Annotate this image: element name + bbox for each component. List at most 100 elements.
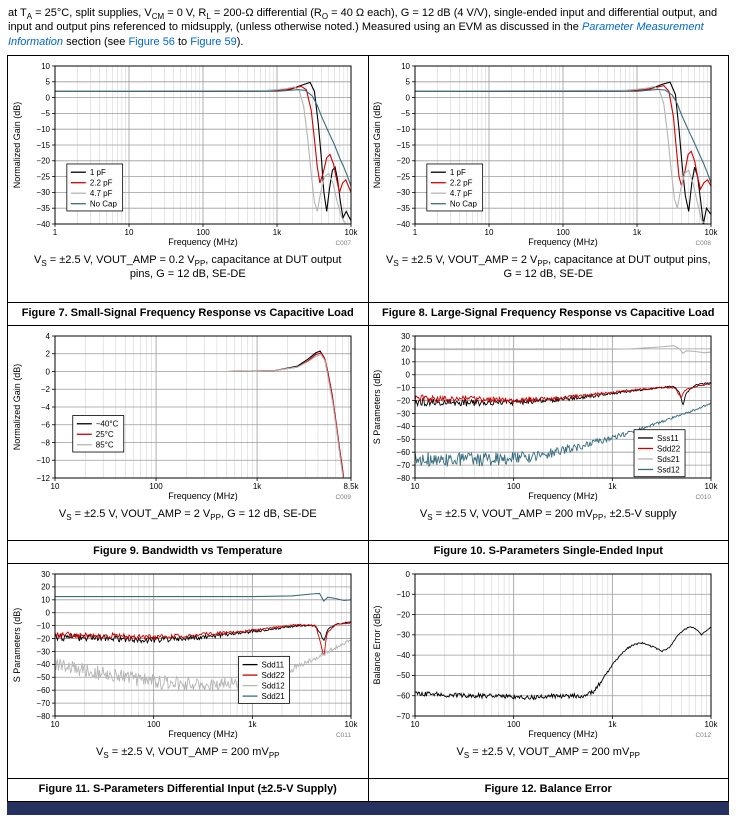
svg-text:10: 10 — [401, 62, 410, 71]
intro-text-run: ). — [236, 35, 244, 48]
svg-text:Sss11: Sss11 — [657, 434, 679, 443]
chart-series — [54, 81, 351, 224]
svg-text:−10: −10 — [36, 456, 50, 465]
svg-text:1k: 1k — [633, 228, 642, 237]
svg-text:−40: −40 — [36, 220, 50, 229]
intro-link[interactable]: Parameter Measurement Information — [8, 21, 704, 48]
intro-paragraph: at TA = 25°C, split supplies, VCM = 0 V,… — [8, 6, 728, 49]
svg-text:2: 2 — [45, 349, 50, 358]
svg-text:30: 30 — [401, 332, 410, 341]
svg-text:10: 10 — [411, 482, 420, 491]
svg-text:0: 0 — [45, 367, 50, 376]
svg-text:Sdd22: Sdd22 — [657, 444, 681, 453]
svg-text:100: 100 — [196, 228, 210, 237]
svg-text:Frequency (MHz): Frequency (MHz) — [528, 491, 598, 501]
svg-text:−10: −10 — [36, 621, 50, 630]
svg-text:No Cap: No Cap — [90, 199, 118, 208]
svg-text:Balance Error (dBc): Balance Error (dBc) — [372, 605, 382, 684]
chart-svg: 1 10 100 1k 10k −40 −35 −30 −25 −20 −15 −10 −5 0 5 10 Fr… — [372, 62, 718, 247]
intro-text-run: to — [174, 35, 191, 48]
figure-cell-12: 10 100 1k 10k −70 −60 −50 −40 −30 −20 −10 0 Frequenc… — [368, 563, 729, 802]
svg-text:−5: −5 — [41, 109, 51, 118]
chart-svg: 10 100 1k 10k −80 −70 −60 −50 −40 −30 −20 −10 0 10 20 3… — [372, 332, 718, 501]
svg-text:20: 20 — [401, 345, 410, 354]
chart-conditions: VS = ±2.5 V, VOUT_AMP = 200 mVPP — [96, 745, 280, 761]
svg-text:100: 100 — [507, 482, 521, 491]
svg-text:C008: C008 — [696, 240, 712, 247]
figure-title: Figure 8. Large-Signal Frequency Respons… — [381, 307, 715, 320]
svg-text:10: 10 — [50, 482, 59, 491]
figure-title: Figure 9. Bandwidth vs Temperature — [93, 545, 283, 558]
svg-text:No Cap: No Cap — [450, 199, 478, 208]
svg-text:−80: −80 — [397, 474, 411, 483]
svg-text:C011: C011 — [336, 732, 351, 739]
chart-series — [54, 350, 345, 478]
plot-zone: 10 100 1k 10k −80 −70 −60 −50 −40 −30 −20 −10 0 10 20 3… — [368, 326, 728, 542]
svg-text:10k: 10k — [344, 228, 358, 237]
figure-cell-7: 1 10 100 1k 10k −40 −35 −30 −25 −20 −15 −10 −5 0 5 10 Fr… — [8, 55, 369, 326]
svg-text:Ssd12: Ssd12 — [657, 465, 680, 474]
svg-text:100: 100 — [147, 720, 161, 729]
svg-text:C010: C010 — [696, 494, 712, 501]
svg-text:8.5k: 8.5k — [343, 482, 359, 491]
svg-text:−6: −6 — [41, 420, 51, 429]
svg-text:1: 1 — [413, 228, 418, 237]
svg-text:10k: 10k — [705, 720, 719, 729]
svg-text:−20: −20 — [36, 634, 50, 643]
svg-text:1: 1 — [53, 228, 58, 237]
chart-svg: 10 100 1k 8.5k −12 −10 −8 −6 −4 −2 0 2 4 Frequency (M… — [12, 332, 360, 501]
svg-text:−10: −10 — [397, 383, 411, 392]
svg-text:−30: −30 — [397, 188, 411, 197]
chart-svg: 10 100 1k 10k −70 −60 −50 −40 −30 −20 −10 0 Frequenc… — [372, 570, 719, 739]
svg-text:5: 5 — [45, 77, 50, 86]
svg-text:4.7 pF: 4.7 pF — [450, 189, 473, 198]
chart-canvas: 1 10 100 1k 10k −40 −35 −30 −25 −20 −15 −10 −5 0 5 10 Fr… — [371, 58, 725, 254]
footer-bar — [7, 802, 729, 815]
intro-text-run: section (see — [63, 35, 129, 48]
plot-zone: 1 10 100 1k 10k −40 −35 −30 −25 −20 −15 −10 −5 0 5 10 Fr… — [8, 56, 368, 304]
svg-text:0: 0 — [406, 370, 411, 379]
svg-text:Frequency (MHz): Frequency (MHz) — [168, 729, 238, 739]
intro-link[interactable]: Figure 59 — [190, 35, 237, 48]
svg-text:1k: 1k — [608, 482, 617, 491]
svg-text:Frequency (MHz): Frequency (MHz) — [168, 237, 238, 247]
svg-text:−40: −40 — [36, 660, 50, 669]
figure-cell-10: 10 100 1k 10k −80 −70 −60 −50 −40 −30 −20 −10 0 10 20 3… — [368, 325, 729, 564]
svg-text:100: 100 — [507, 720, 521, 729]
svg-text:−15: −15 — [36, 141, 50, 150]
svg-text:−80: −80 — [36, 712, 50, 721]
figure-cell-9: 10 100 1k 8.5k −12 −10 −8 −6 −4 −2 0 2 4 Frequency (M… — [8, 325, 369, 564]
plot-zone: 10 100 1k 10k −70 −60 −50 −40 −30 −20 −10 0 Frequenc… — [368, 564, 728, 780]
svg-text:Frequency (MHz): Frequency (MHz) — [528, 237, 598, 247]
svg-text:10k: 10k — [344, 720, 358, 729]
svg-text:0: 0 — [45, 608, 50, 617]
svg-text:−10: −10 — [397, 590, 411, 599]
svg-text:−60: −60 — [397, 691, 411, 700]
svg-text:Sdd11: Sdd11 — [261, 660, 284, 669]
chart-series — [415, 626, 712, 701]
svg-text:10: 10 — [485, 228, 494, 237]
chart-canvas: 10 100 1k 10k −70 −60 −50 −40 −30 −20 −10 0 Frequenc… — [371, 566, 725, 746]
figure-title: Figure 7. Small-Signal Frequency Respons… — [21, 307, 354, 320]
chart-canvas: 10 100 1k 10k −80 −70 −60 −50 −40 −30 −20 −10 0 10 20 3… — [11, 566, 365, 746]
chart-svg: 1 10 100 1k 10k −40 −35 −30 −25 −20 −15 −10 −5 0 5 10 Fr… — [12, 62, 358, 247]
svg-text:−70: −70 — [36, 699, 50, 708]
svg-text:100: 100 — [149, 482, 163, 491]
figure-title: Figure 10. S-Parameters Single-Ended Inp… — [433, 545, 663, 558]
svg-text:1 pF: 1 pF — [90, 168, 106, 177]
svg-text:5: 5 — [406, 77, 411, 86]
intro-link[interactable]: Figure 56 — [128, 35, 175, 48]
svg-text:−70: −70 — [397, 461, 411, 470]
svg-text:1k: 1k — [608, 720, 617, 729]
chart-canvas: 1 10 100 1k 10k −40 −35 −30 −25 −20 −15 −10 −5 0 5 10 Fr… — [11, 58, 365, 254]
svg-text:Normalized Gain (dB): Normalized Gain (dB) — [12, 102, 22, 189]
svg-text:−8: −8 — [41, 438, 51, 447]
svg-text:−4: −4 — [41, 403, 51, 412]
svg-text:−40: −40 — [397, 651, 411, 660]
figure-title: Figure 11. S-Parameters Differential Inp… — [38, 783, 337, 796]
svg-text:−60: −60 — [36, 686, 50, 695]
chart-canvas: 10 100 1k 10k −80 −70 −60 −50 −40 −30 −20 −10 0 10 20 3… — [371, 328, 725, 508]
svg-text:10: 10 — [411, 720, 420, 729]
